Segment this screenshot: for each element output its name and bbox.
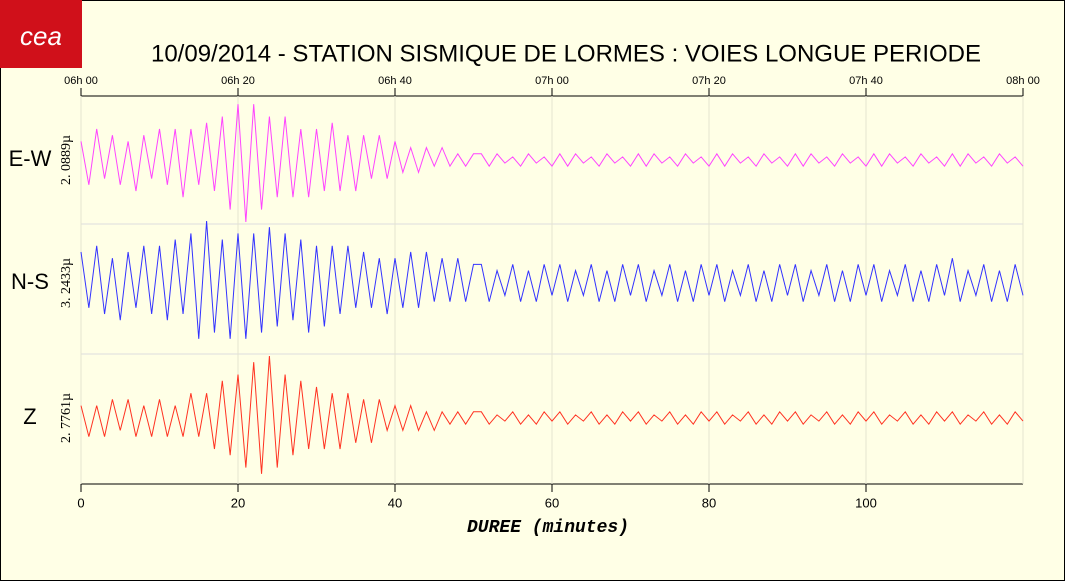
top-tick-label: 08h 00	[1006, 75, 1040, 87]
x-tick-label: 0	[77, 495, 84, 510]
x-tick-label: 80	[702, 495, 716, 510]
x-tick-label: 60	[545, 495, 559, 510]
trace	[80, 355, 1024, 474]
scale-label: 2. 0889µ	[59, 135, 74, 185]
x-tick-label: 100	[855, 495, 877, 510]
legend-label: N-S	[11, 269, 49, 294]
x-tick-label: 40	[388, 495, 402, 510]
top-tick-label: 06h 00	[64, 75, 98, 87]
logo-box	[0, 0, 82, 68]
top-tick-label: 07h 40	[849, 75, 883, 87]
top-tick-label: 07h 20	[692, 75, 726, 87]
top-tick-label: 06h 40	[378, 75, 412, 87]
top-tick-label: 06h 20	[221, 75, 255, 87]
trace	[80, 104, 1024, 223]
legend-label: E-W	[9, 146, 52, 171]
x-tick-label: 20	[231, 495, 245, 510]
legend-label: Z	[23, 404, 36, 429]
x-axis-label: DUREE (minutes)	[467, 518, 629, 538]
scale-label: 3. 2433µ	[59, 258, 74, 308]
top-tick-label: 07h 00	[535, 75, 569, 87]
logo: cea	[20, 21, 62, 51]
scale-label: 2. 7761µ	[59, 393, 74, 443]
chart-title: 10/09/2014 - STATION SISMIQUE DE LORMES …	[151, 40, 981, 67]
trace	[80, 220, 1024, 339]
